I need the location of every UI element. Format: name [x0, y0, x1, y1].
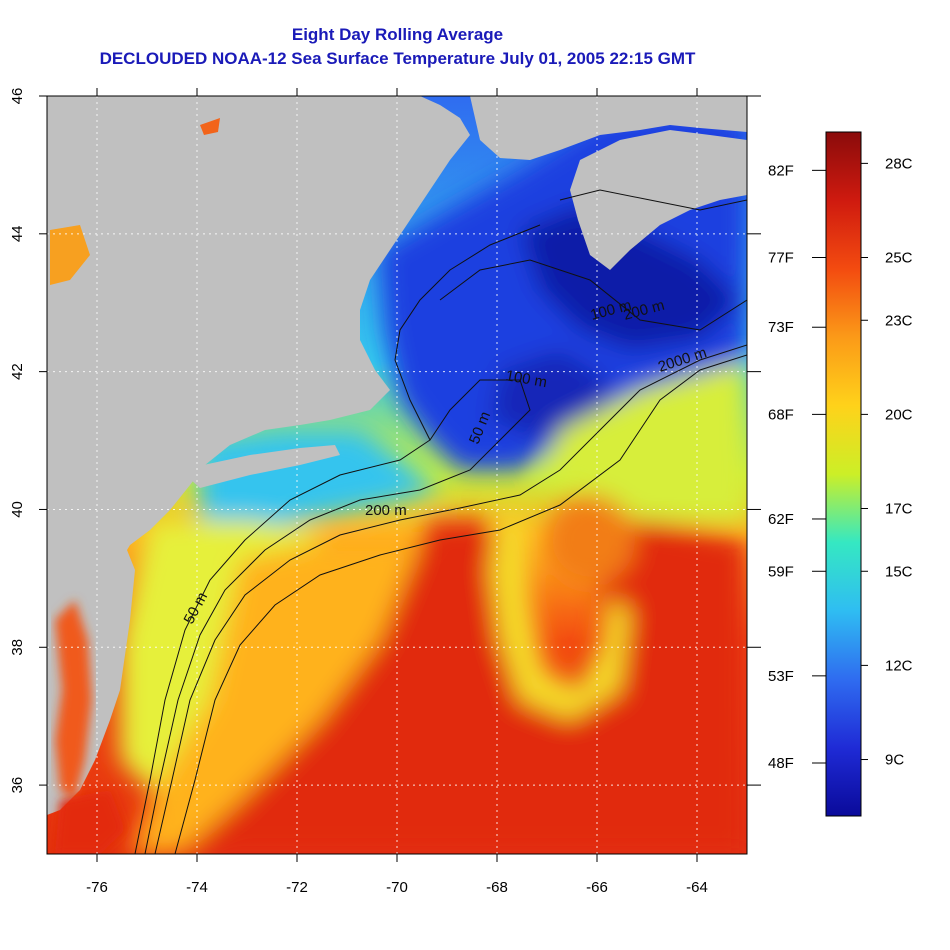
map-subtitle: DECLOUDED NOAA-12 Sea Surface Temperatur…: [99, 49, 696, 68]
contour-label-200m: 200 m: [365, 502, 407, 519]
bathymetry-contours: [134, 189, 747, 854]
celsius-label: 25C: [885, 250, 913, 267]
land-delmarva: [100, 545, 135, 700]
cold-filament: [490, 515, 630, 720]
y-tick-label: 40: [9, 501, 26, 518]
x-tick-label: -76: [86, 879, 108, 896]
contour-50m: [134, 224, 541, 854]
fahrenheit-label: 68F: [768, 406, 794, 423]
y-tick-label: 42: [9, 363, 26, 380]
celsius-label: 15C: [885, 563, 913, 580]
land-nova-scotia-north: [470, 96, 747, 160]
celsius-labels: 28C 25C 23C 20C 17C 15C 12C 9C: [861, 155, 913, 769]
celsius-label: 28C: [885, 155, 913, 172]
colorbar-scale: [825, 131, 862, 817]
land-long-island: [180, 445, 340, 488]
celsius-label: 9C: [885, 752, 904, 769]
celsius-label: 17C: [885, 501, 913, 518]
contour-2000m: [174, 354, 747, 854]
fahrenheit-labels: 82F 77F 73F 68F 62F 59F 53F 48F: [768, 162, 826, 772]
land-nova-scotia: [570, 130, 747, 270]
lake-patch-small: [200, 118, 220, 135]
shelf-water-orange: [130, 540, 420, 854]
celsius-label: 20C: [885, 406, 913, 423]
gulf-stream-red: [180, 520, 747, 854]
contour-200m: [154, 344, 747, 854]
chesapeake-bay: [55, 600, 92, 800]
top-axis: [96, 88, 698, 96]
right-axis: [747, 95, 761, 786]
x-tick-label: -74: [186, 879, 208, 896]
sst-map: 50 m 200 m 2000 m 100 m 200 m 50 m 100 m: [47, 96, 747, 854]
x-tick-label: -64: [686, 879, 708, 896]
georges-bank-cold: [490, 350, 610, 440]
y-tick-label: 38: [9, 639, 26, 656]
coldest-water-region: [520, 205, 740, 350]
celsius-label: 23C: [885, 312, 913, 329]
land-mainland: [47, 96, 470, 815]
x-tick-label: -66: [586, 879, 608, 896]
x-tick-label: -70: [386, 879, 408, 896]
fahrenheit-label: 59F: [768, 563, 794, 580]
slope-water-yellow: [540, 360, 747, 520]
warm-core-ring: [545, 495, 635, 585]
x-tick-label: -72: [286, 879, 308, 896]
fahrenheit-label: 62F: [768, 511, 794, 528]
contour-label-100m-bank: 100 m: [504, 367, 548, 391]
y-tick-label: 36: [9, 777, 26, 794]
lat-lon-grid: [47, 96, 747, 854]
temperature-colorbar: [825, 131, 862, 817]
celsius-label: 12C: [885, 657, 913, 674]
y-tick-label: 46: [9, 88, 26, 105]
pamlico-warm: [55, 790, 125, 854]
contour-scotian-shelf: [559, 189, 747, 211]
fahrenheit-label: 48F: [768, 755, 794, 772]
map-title: Eight Day Rolling Average: [291, 25, 504, 44]
fahrenheit-label: 77F: [768, 250, 794, 267]
lake-patch: [50, 225, 90, 285]
x-axis: -76 -74 -72 -70 -68 -66 -64: [86, 854, 708, 896]
fahrenheit-label: 82F: [768, 162, 794, 179]
x-tick-label: -68: [486, 879, 508, 896]
y-axis: 36 38 40 42 44 46: [9, 88, 47, 794]
fahrenheit-label: 53F: [768, 668, 794, 685]
y-tick-label: 44: [9, 225, 26, 242]
contour-100m: [144, 379, 531, 854]
contour-gulf-of-maine: [439, 259, 747, 331]
fahrenheit-label: 73F: [768, 319, 794, 336]
